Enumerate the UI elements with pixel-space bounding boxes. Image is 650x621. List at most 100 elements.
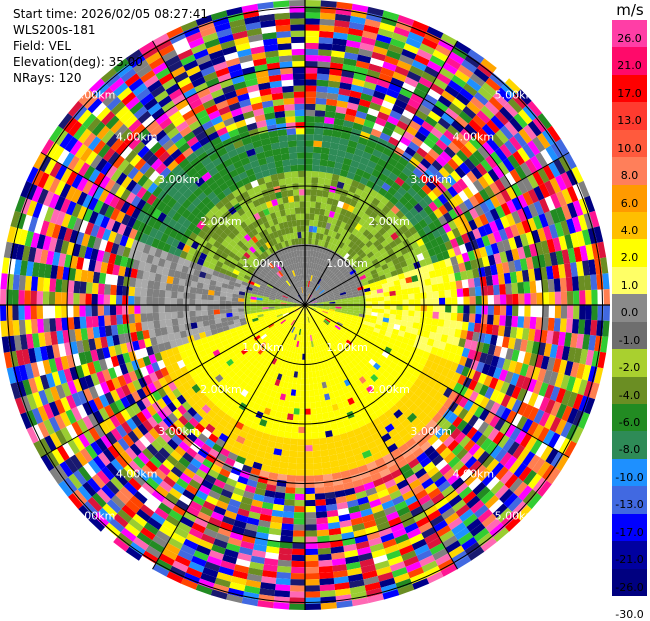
radar-gate-cell	[116, 295, 122, 305]
radar-gate-cell	[313, 457, 322, 464]
radar-gate-cell	[197, 321, 204, 328]
radar-gate-cell	[500, 305, 506, 316]
radar-gate-cell	[409, 299, 415, 305]
radar-gate-cell	[572, 276, 579, 291]
radar-gate-cell	[80, 281, 87, 293]
radar-gate-cell	[159, 320, 166, 328]
radar-gate-cell	[153, 289, 160, 297]
radar-gate-cell	[487, 315, 494, 325]
radar-gate-cell	[43, 305, 50, 319]
radar-gate-cell	[301, 378, 305, 384]
radar-gate-cell	[305, 140, 314, 146]
radar-gate-cell	[312, 445, 320, 452]
radar-gate-cell	[324, 117, 335, 124]
radar-gate-cell	[480, 276, 487, 286]
radar-gate-cell	[470, 296, 476, 305]
radar-gate-cell	[457, 288, 464, 297]
radar-gate-cell	[402, 294, 409, 300]
radar-gate-cell	[530, 281, 537, 293]
radar-gate-cell	[505, 283, 512, 294]
radar-gate-cell	[116, 305, 122, 315]
radar-gate-cell	[202, 289, 209, 295]
radar-gate-cell	[290, 579, 305, 586]
radar-gate-cell	[604, 289, 611, 305]
radar-gate-cell	[468, 278, 475, 288]
radar-gate-cell	[291, 432, 298, 439]
radar-gate-cell	[135, 278, 142, 288]
radar-gate-cell	[566, 319, 573, 333]
radar-gate-cell	[12, 290, 19, 305]
radar-gate-cell	[305, 67, 318, 73]
radar-gate-cell	[298, 427, 305, 433]
radar-gate-cell	[281, 523, 293, 530]
radar-gate-cell	[111, 275, 118, 286]
radar-gate-cell	[395, 315, 402, 321]
radar-gate-cell	[463, 305, 469, 314]
radar-gate-cell	[67, 293, 73, 306]
radar-gate-cell	[512, 305, 518, 316]
radar-gate-cell	[305, 512, 316, 518]
radar-gate-cell	[318, 548, 331, 555]
radar-gate-cell	[117, 275, 124, 286]
radar-gate-cell	[312, 159, 320, 166]
radar-gate-cell	[320, 153, 329, 160]
radar-gate-cell	[523, 281, 530, 293]
radar-gate-cell	[287, 475, 297, 482]
radar-gate-cell	[554, 278, 561, 292]
radar-gate-cell	[316, 407, 322, 414]
radar-gate-cell	[295, 482, 305, 488]
radar-gate-cell	[207, 300, 213, 305]
radar-gate-cell	[146, 305, 152, 313]
radar-gate-cell	[590, 274, 597, 290]
radar-gate-cell	[140, 305, 146, 314]
radar-gate-cell	[573, 305, 580, 319]
radar-gate-cell	[208, 290, 215, 296]
radar-gate-cell	[414, 311, 421, 317]
radar-gate-cell	[214, 295, 221, 300]
radar-gate-cell	[561, 291, 568, 305]
radar-gate-cell	[299, 409, 305, 415]
radar-gate-cell	[402, 310, 409, 316]
radar-gate-cell	[171, 305, 177, 312]
radar-gate-cell	[208, 310, 215, 315]
radar-gate-cell	[406, 282, 413, 289]
radar-gate-cell	[297, 372, 301, 378]
radar-gate-cell	[305, 549, 318, 555]
radar-gate-cell	[92, 283, 99, 294]
radar-gate-cell	[439, 298, 445, 305]
radar-gate-cell	[602, 321, 609, 337]
radar-gate-cell	[524, 293, 530, 305]
radar-gate-cell	[305, 403, 310, 409]
radar-gate-cell	[305, 555, 318, 561]
radar-gate-cell	[305, 128, 314, 134]
radar-gate-cell	[305, 104, 316, 110]
radar-gate-cell	[585, 290, 592, 305]
radar-gate-cell	[494, 295, 500, 305]
radar-gate-cell	[432, 284, 439, 292]
radar-gate-cell	[305, 524, 317, 530]
radar-gate-cell	[301, 384, 306, 390]
radar-gate-cell	[320, 590, 336, 597]
radar-gate-cell	[134, 296, 140, 305]
radar-gate-cell	[110, 305, 116, 315]
radar-gate-cell	[208, 315, 215, 321]
radar-gate-cell	[310, 214, 315, 221]
radar-gate-cell	[409, 305, 415, 311]
radar-gate-cell	[122, 286, 129, 296]
radar-gate-cell	[189, 311, 196, 317]
radar-gate-cell	[296, 463, 305, 469]
radar-gate-cell	[305, 153, 313, 159]
radar-gate-cell	[305, 543, 318, 549]
radar-gate-cell	[310, 390, 315, 397]
radar-gate-cell	[316, 92, 327, 99]
radar-gate-cell	[567, 291, 574, 305]
radar-gate-cell	[578, 319, 585, 334]
radar-gate-cell	[293, 530, 305, 536]
radar-gate-cell	[153, 305, 159, 313]
radar-gate-cell	[322, 462, 331, 469]
radar-gate-cell	[316, 98, 327, 105]
radar-gate-cell	[384, 301, 390, 306]
radar-gate-cell	[196, 316, 203, 322]
radar-gate-cell	[313, 451, 321, 458]
radar-gate-cell	[579, 290, 586, 305]
